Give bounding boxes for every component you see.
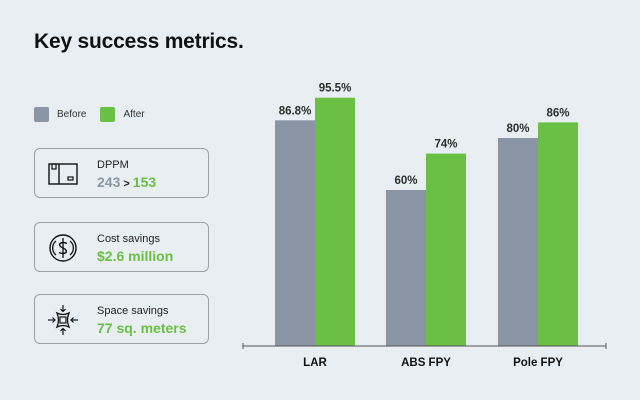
bar-after-pole-fpy xyxy=(538,122,578,347)
dppm-value: 243 >153 xyxy=(97,174,156,190)
bar-after-lar xyxy=(315,97,355,346)
data-label: 74% xyxy=(434,139,457,151)
page-title: Key success metrics. xyxy=(34,30,244,53)
bar-before-pole-fpy xyxy=(498,138,538,346)
legend-item-after: After xyxy=(100,107,145,122)
dppm-card: DPPM 243 >153 xyxy=(34,148,209,198)
legend-label-after: After xyxy=(123,109,145,120)
data-label: 86.8% xyxy=(279,105,312,117)
data-label: 80% xyxy=(506,123,529,135)
dppm-after: 153 xyxy=(132,174,157,190)
dollar-coin-icon xyxy=(49,234,77,262)
data-label: 95.5% xyxy=(319,83,352,95)
legend-item-before: Before xyxy=(34,107,86,122)
dppm-label: DPPM xyxy=(97,159,129,171)
dppm-separator: > xyxy=(123,178,130,190)
legend-label-before: Before xyxy=(57,109,87,120)
space-savings-card: Space savings 77 sq. meters xyxy=(34,294,209,344)
data-label: 60% xyxy=(394,175,417,187)
bar-before-lar xyxy=(275,120,315,346)
legend-swatch-after xyxy=(100,107,116,122)
compress-arrows-icon xyxy=(48,305,78,335)
legend-swatch-before xyxy=(34,107,49,122)
x-tick-label: ABS FPY xyxy=(401,357,451,369)
data-label: 86% xyxy=(546,107,569,119)
x-tick-label: LAR xyxy=(303,357,327,369)
dppm-before: 243 xyxy=(97,174,121,190)
chart-legend: Before After xyxy=(34,107,159,122)
cost-savings-label: Cost savings xyxy=(97,233,160,245)
space-savings-label: Space savings xyxy=(97,305,169,317)
space-savings-value: 77 sq. meters xyxy=(97,320,187,336)
bar-after-abs-fpy xyxy=(426,153,466,346)
x-tick-label: Pole FPY xyxy=(513,357,563,369)
cost-savings-value: $2.6 million xyxy=(97,248,174,264)
cost-savings-card: Cost savings $2.6 million xyxy=(34,222,209,272)
box-icon xyxy=(48,163,78,185)
bar-before-abs-fpy xyxy=(386,190,426,346)
